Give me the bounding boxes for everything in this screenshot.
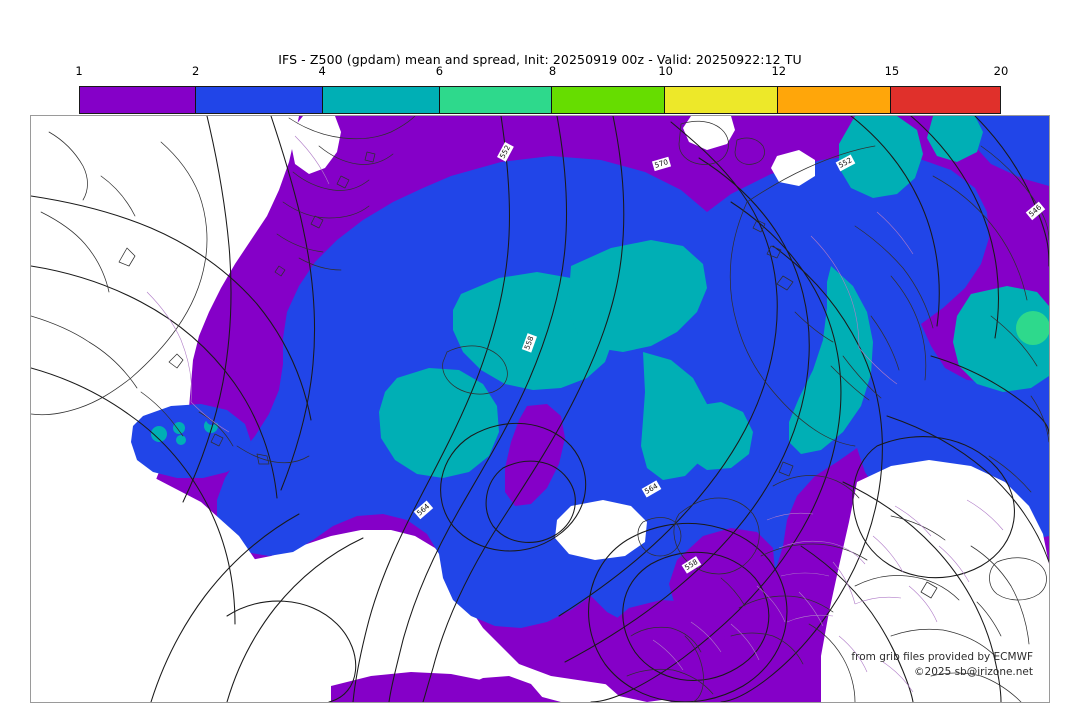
spread-band-4-6-i xyxy=(683,402,753,470)
colorbar-ticks: 1 2 4 6 8 10 12 15 20 xyxy=(75,64,1008,84)
colorbar-strip xyxy=(79,86,1001,114)
colorbar-segment-12-15 xyxy=(778,87,892,113)
spread-band-4-6-g xyxy=(839,116,923,198)
page-title: IFS - Z500 (gpdam) mean and spread, Init… xyxy=(278,52,802,67)
spread-hole-center xyxy=(555,500,647,560)
spread-band-4-6-c xyxy=(379,368,499,478)
spread-hole-nw xyxy=(31,116,271,402)
map-svg xyxy=(31,116,1049,702)
spread-hole-sw xyxy=(31,456,283,702)
colorbar-segment-15-20 xyxy=(891,87,1000,113)
spread-band-2-4-nw xyxy=(131,404,251,478)
spread-band-4-6-b xyxy=(569,240,707,352)
spread-band-4-6-d xyxy=(789,266,873,454)
colorbar-tick-1: 1 xyxy=(75,64,83,78)
spread-band-1-2-center xyxy=(505,404,565,506)
colorbar-segment-1-2 xyxy=(80,87,197,113)
colorbar-segment-2-4 xyxy=(196,87,323,113)
country-borders xyxy=(146,135,1004,693)
spread-band-4-6-h xyxy=(927,116,983,162)
spread-dot-e xyxy=(206,413,218,425)
colorbar-segment-4-6 xyxy=(322,87,440,113)
spread-band-6-8-core xyxy=(1016,311,1049,345)
spread-shading-layer xyxy=(31,116,1049,702)
colorbar-tick-4: 4 xyxy=(318,64,326,78)
spread-hole-greenland xyxy=(291,116,341,174)
spread-band-4-6-f xyxy=(953,286,1049,392)
colorbar-tick-6: 6 xyxy=(435,64,444,78)
spread-band-1-2-southblob xyxy=(451,676,543,702)
colorbar-tick-8: 8 xyxy=(548,64,557,78)
coastlines xyxy=(31,116,1049,702)
spread-hole-ne xyxy=(683,116,735,150)
map-canvas[interactable]: 552 558 564 570 564 558 552 546 from gri… xyxy=(30,115,1050,703)
spread-dot-b xyxy=(173,422,185,434)
colorbar-tick-2: 2 xyxy=(192,64,200,78)
spread-hole-se xyxy=(821,460,1049,702)
colorbar-tick-12: 12 xyxy=(771,64,787,78)
spread-dot-c xyxy=(176,435,186,445)
spread-band-1-2-uk xyxy=(669,528,775,622)
colorbar-segment-8-10 xyxy=(552,87,666,113)
colorbar-segment-10-12 xyxy=(665,87,779,113)
geopotential-contours xyxy=(31,116,1049,702)
colorbar-tick-15: 15 xyxy=(884,64,900,78)
colorbar-segment-6-8 xyxy=(439,87,553,113)
colorbar: 1 2 4 6 8 10 12 15 20 xyxy=(75,64,1008,114)
spread-dot-a xyxy=(151,426,167,442)
colorbar-tick-20: 20 xyxy=(993,64,1009,78)
colorbar-tick-10: 10 xyxy=(658,64,673,78)
spread-hole-ne2 xyxy=(771,150,815,186)
